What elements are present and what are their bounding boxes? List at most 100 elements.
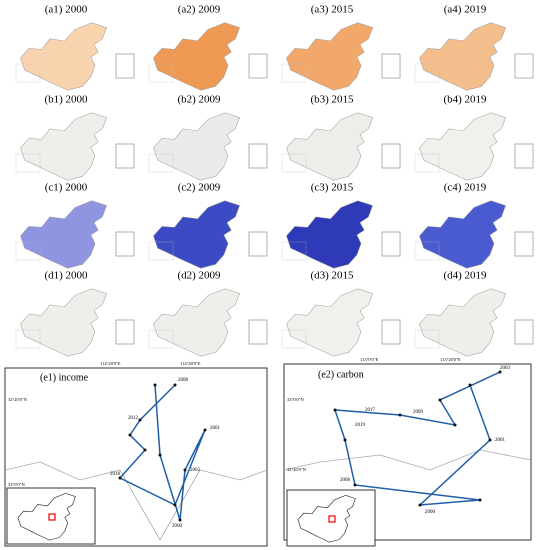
point [453,423,457,427]
panel-label: (a1) 2000 [45,4,88,16]
inset-map [17,492,76,541]
legend [281,241,307,261]
inset [115,53,135,79]
point [488,438,492,442]
country [153,112,240,181]
legend [414,241,440,261]
lat-label: 32°20'0"N [8,397,28,402]
legend [281,63,307,83]
map [20,112,107,181]
legend [281,153,307,173]
e2-title: (e2) carbon [318,369,364,380]
legend [148,63,174,83]
year-label: 2019 [355,423,366,428]
map [20,22,107,91]
inset [115,231,135,257]
panel-label: (b1) 2000 [44,94,88,106]
inset [514,319,534,345]
inset [514,143,534,169]
country [153,200,240,269]
map [153,288,240,357]
point [178,518,182,522]
country [297,494,356,543]
country [153,22,240,91]
year-label: 2003 [500,366,511,371]
point [398,413,402,417]
point [498,370,502,374]
year-label: 2012 [128,416,139,421]
lat-label: 32°40'0"N [287,467,307,472]
panel-label: (a2) 2009 [178,4,221,16]
legend [148,241,174,261]
inset [248,53,268,79]
legend [15,63,41,83]
inset [381,143,401,169]
focus-box [48,513,56,521]
river [4,461,268,541]
panel-label: (b3) 2015 [310,94,354,106]
point [158,453,162,457]
country [20,200,107,269]
map [419,288,506,357]
inset [381,319,401,345]
legend [414,329,440,349]
panel-label: (d1) 2000 [44,270,88,282]
map [153,112,240,181]
inset [381,231,401,257]
year-label: 2017 [365,408,376,413]
lat-label: 33°0'0"N [287,397,304,402]
year-label: 2001 [495,438,506,443]
country [17,492,76,541]
lon-label: 113°0'0"E [360,357,379,362]
point [353,483,357,487]
country [419,22,506,91]
country [20,288,107,357]
map [286,22,373,91]
year-label: 2000 [425,510,436,515]
country [20,22,107,91]
map [286,200,373,269]
map [419,112,506,181]
country [153,288,240,357]
point [143,448,147,452]
legend [281,329,307,349]
point [343,438,347,442]
point [138,418,142,422]
point [118,476,122,480]
focus-box [328,515,336,523]
panel-label: (c1) 2000 [45,182,88,194]
country [286,22,373,91]
panel-label: (d3) 2015 [310,270,354,282]
panel-label: (d2) 2009 [177,270,221,282]
lon-label: 114°20'0"E [100,361,121,366]
country [419,112,506,181]
map [20,200,107,269]
year-label: 2008 [178,378,189,383]
legend [148,153,174,173]
point [418,503,422,507]
legend [15,153,41,173]
inset [115,319,135,345]
inset [248,143,268,169]
river [283,449,532,471]
panel-label: (a3) 2015 [311,4,354,16]
year-label: 2001 [210,426,221,431]
e1-title: (e1) income [40,372,89,383]
point [478,498,482,502]
country [419,200,506,269]
legend [15,329,41,349]
point [128,433,132,437]
map [286,112,373,181]
map [153,22,240,91]
inset [248,319,268,345]
legend [414,63,440,83]
year-label: 2008 [340,478,351,483]
panel-label: (c3) 2015 [311,182,354,194]
country [419,288,506,357]
country [286,288,373,357]
map [20,288,107,357]
year-label: 2002 [190,468,201,473]
inset [514,53,534,79]
point [173,383,177,387]
